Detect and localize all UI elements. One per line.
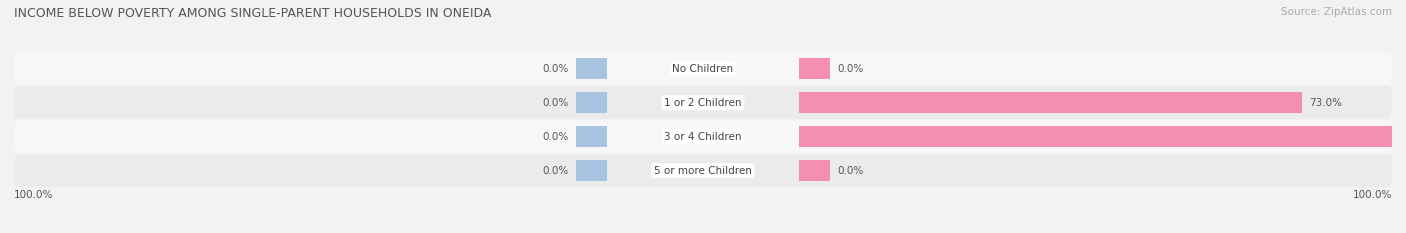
Bar [575, 126, 606, 147]
Bar [575, 58, 606, 79]
FancyBboxPatch shape [14, 120, 1392, 153]
Text: 0.0%: 0.0% [543, 98, 568, 108]
Text: 0.0%: 0.0% [838, 166, 863, 176]
Bar [800, 92, 1302, 113]
Text: 5 or more Children: 5 or more Children [654, 166, 752, 176]
Text: No Children: No Children [672, 64, 734, 74]
FancyBboxPatch shape [14, 86, 1392, 119]
Text: 0.0%: 0.0% [543, 64, 568, 74]
Text: 1 or 2 Children: 1 or 2 Children [664, 98, 742, 108]
Bar [575, 92, 606, 113]
Text: 3 or 4 Children: 3 or 4 Children [664, 132, 742, 142]
FancyBboxPatch shape [14, 154, 1392, 187]
Text: INCOME BELOW POVERTY AMONG SINGLE-PARENT HOUSEHOLDS IN ONEIDA: INCOME BELOW POVERTY AMONG SINGLE-PARENT… [14, 7, 492, 20]
Text: 0.0%: 0.0% [543, 166, 568, 176]
Text: Source: ZipAtlas.com: Source: ZipAtlas.com [1281, 7, 1392, 17]
Text: 73.0%: 73.0% [1309, 98, 1343, 108]
Text: 0.0%: 0.0% [838, 64, 863, 74]
Bar [800, 160, 831, 181]
Bar [800, 58, 831, 79]
Text: 100.0%: 100.0% [1353, 190, 1392, 200]
Text: 0.0%: 0.0% [543, 132, 568, 142]
Text: 100.0%: 100.0% [14, 190, 53, 200]
Bar [575, 160, 606, 181]
FancyBboxPatch shape [14, 52, 1392, 85]
Bar [800, 126, 1406, 147]
